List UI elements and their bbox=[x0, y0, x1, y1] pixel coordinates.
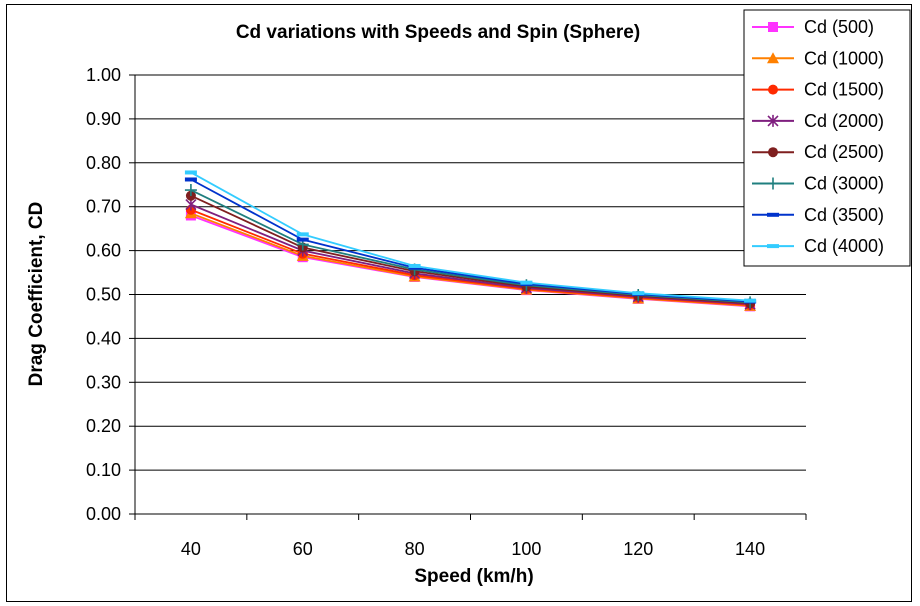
x-tick-label: 60 bbox=[293, 539, 313, 559]
y-tick-label: 1.00 bbox=[86, 65, 121, 85]
x-tick-label: 40 bbox=[181, 539, 201, 559]
data-point bbox=[296, 232, 309, 237]
data-point bbox=[296, 237, 309, 242]
legend-label: Cd (4000) bbox=[804, 236, 884, 256]
legend-marker bbox=[767, 212, 779, 217]
series-line bbox=[190, 212, 751, 307]
legend-label: Cd (500) bbox=[804, 17, 874, 37]
legend-label: Cd (1000) bbox=[804, 48, 884, 68]
data-point bbox=[744, 298, 757, 303]
series-7 bbox=[184, 170, 757, 303]
data-point bbox=[184, 170, 197, 175]
data-point bbox=[520, 280, 533, 285]
legend-marker bbox=[768, 22, 778, 32]
y-axis-title: Drag Coefficient, CD bbox=[26, 202, 47, 387]
legend-label: Cd (2000) bbox=[804, 111, 884, 131]
y-tick-label: 0.50 bbox=[86, 285, 121, 305]
legend-label: Cd (2500) bbox=[804, 142, 884, 162]
series-line bbox=[190, 214, 751, 308]
legend-marker bbox=[767, 114, 779, 127]
legend-marker bbox=[768, 84, 778, 95]
chart-title: Cd variations with Speeds and Spin (Sphe… bbox=[236, 22, 640, 43]
series-5 bbox=[184, 184, 757, 309]
data-point bbox=[408, 263, 421, 268]
tick-labels: 0.00 0.10 0.20 0.30 0.40 0.50 0.60 0.70 0.80 0.90… bbox=[86, 65, 765, 559]
data-point bbox=[184, 177, 197, 182]
data-point bbox=[184, 184, 197, 197]
series-line bbox=[190, 194, 751, 305]
legend-label: Cd (1500) bbox=[804, 80, 884, 100]
series-4 bbox=[185, 190, 756, 309]
legend-marker bbox=[767, 52, 779, 64]
data-point bbox=[632, 291, 645, 296]
legend-label: Cd (3500) bbox=[804, 205, 884, 225]
grid-lines bbox=[135, 74, 806, 471]
legend-marker bbox=[767, 177, 779, 190]
x-tick-label: 80 bbox=[405, 539, 425, 559]
y-tick-label: 0.10 bbox=[86, 460, 121, 480]
series-line bbox=[190, 171, 751, 302]
legend-box bbox=[743, 9, 911, 267]
y-tick-label: 0.00 bbox=[86, 504, 121, 524]
y-tick-label: 0.80 bbox=[86, 153, 121, 173]
y-tick-label: 0.30 bbox=[86, 372, 121, 392]
y-tick-label: 0.40 bbox=[86, 328, 121, 348]
legend: Cd (500) Cd (1000) Cd (1500) Cd (2000) Cd (2… bbox=[743, 9, 911, 267]
x-tick-label: 120 bbox=[623, 539, 653, 559]
y-tick-label: 0.70 bbox=[86, 197, 121, 217]
y-tick-label: 0.60 bbox=[86, 241, 121, 261]
y-tick-label: 0.90 bbox=[86, 109, 121, 129]
legend-marker bbox=[767, 244, 779, 249]
series-group bbox=[184, 170, 757, 312]
axes bbox=[129, 74, 807, 520]
y-tick-label: 0.20 bbox=[86, 416, 121, 436]
x-axis-title: Speed (km/h) bbox=[414, 566, 533, 587]
legend-label: Cd (3000) bbox=[804, 174, 884, 194]
legend-marker bbox=[768, 147, 778, 158]
x-tick-label: 100 bbox=[511, 539, 541, 559]
series-3 bbox=[185, 198, 756, 311]
x-tick-label: 140 bbox=[735, 539, 765, 559]
